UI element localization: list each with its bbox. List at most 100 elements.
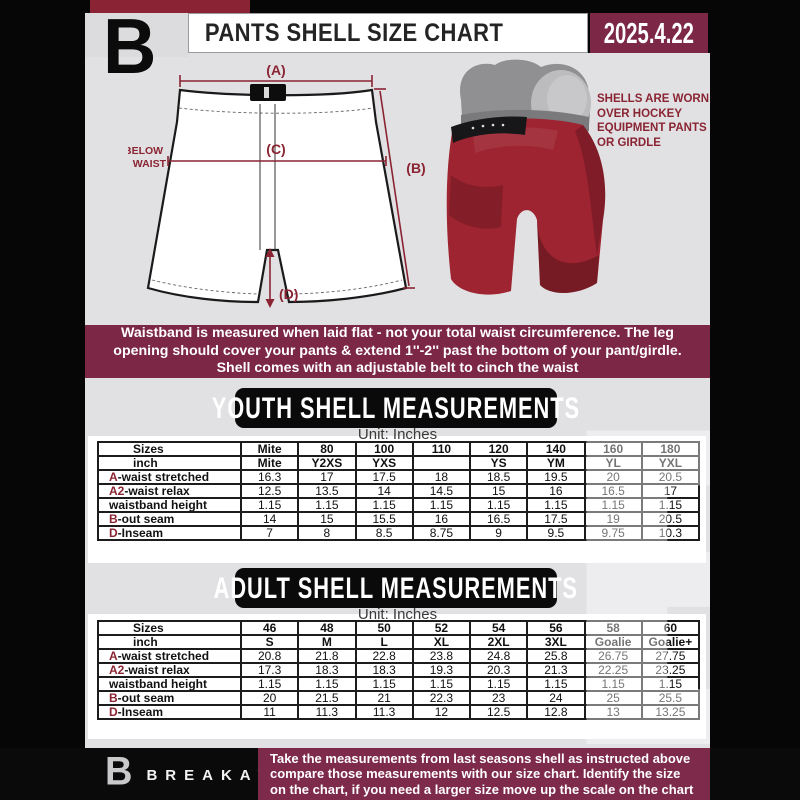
header-cell: 46 (239, 620, 300, 636)
value-cell: 1.15 (354, 676, 414, 692)
footer-brand-icon: B (105, 749, 133, 795)
value-cell: 20 (239, 690, 300, 706)
header-cell: 2XL (468, 634, 529, 650)
value-cell: 25.8 (526, 648, 586, 664)
value-cell: 1.15 (468, 497, 529, 513)
table-row: B-out seam 20 21.5 21 22.3 23 24 25 25.5 (97, 690, 701, 706)
header-cell: YM (526, 455, 586, 471)
table-row: A2-waist relax 17.3 18.3 18.3 19.3 20.3 21.3 22… (97, 662, 701, 678)
logo-box (85, 13, 188, 57)
value-cell: 17 (640, 483, 701, 499)
value-cell: 17 (297, 469, 357, 485)
header-cell: L (354, 634, 414, 650)
value-cell: 11.3 (297, 704, 357, 720)
page-title: PANTS SHELL SIZE CHART (204, 18, 504, 47)
date-text: 2025.4.22 (603, 15, 695, 49)
header-cell: XL (411, 634, 472, 650)
text-line: Shell comes with an adjustable belt to c… (216, 360, 579, 377)
date-badge: 2025.4.22 (590, 13, 708, 53)
value-cell: 17.3 (239, 662, 300, 678)
value-cell: 22.8 (354, 648, 414, 664)
value-cell: 1.15 (411, 497, 472, 513)
value-cell: 18.5 (468, 469, 529, 485)
row-label: A2-waist relax (97, 483, 242, 499)
value-cell: 14 (354, 483, 414, 499)
value-cell: 8.75 (411, 525, 472, 541)
row-label: A2-waist relax (97, 662, 242, 678)
row-label: A-waist stretched (97, 469, 242, 485)
value-cell: 13 (583, 704, 643, 720)
value-cell: 15.5 (354, 511, 414, 527)
value-cell: 9.75 (583, 525, 643, 541)
header-cell: 52 (411, 620, 472, 636)
header-cell: 100 (354, 441, 414, 457)
text-line: opening should cover your pants & extend… (113, 342, 682, 359)
table-row: D-Inseam 11 11.3 11.3 12 12.5 12.8 13 13.25 (97, 704, 701, 720)
header-cell (411, 455, 472, 471)
value-cell: 8 (297, 525, 357, 541)
measure-letter: D (109, 705, 118, 719)
value-cell: 17.5 (354, 469, 414, 485)
youth-unit-label: Unit: Inches (357, 426, 438, 443)
measurement-b-label: (B) (406, 160, 425, 176)
row-label: waistband height (97, 497, 242, 513)
header-cell: M (297, 634, 357, 650)
shorts-outline (146, 88, 408, 304)
measurement-d-label: (D) (279, 286, 298, 302)
value-cell: 21.5 (297, 690, 357, 706)
sizes-header-row: Sizes Mite 80 100 110 120 140 160 180 (97, 441, 701, 457)
header-cell: 56 (526, 620, 586, 636)
adult-size-table: Sizes 46 48 50 52 54 56 58 60 inch S M L XL 2XL 3XL Goal… (97, 620, 701, 720)
value-cell: 19.3 (411, 662, 472, 678)
header-cell: 54 (468, 620, 529, 636)
value-cell: 23 (468, 690, 529, 706)
value-cell: 24 (526, 690, 586, 706)
sizes-header-row: Sizes 46 48 50 52 54 56 58 60 (97, 620, 701, 636)
value-cell: 16.5 (583, 483, 643, 499)
header-cell: 48 (297, 620, 357, 636)
value-cell: 12 (411, 704, 472, 720)
shorts-measurement-diagram: (A) (B) (C) (D) 7'' BELOW WAIST (128, 62, 426, 308)
value-cell: 1.15 (640, 676, 701, 692)
header-cell: Y2XS (297, 455, 357, 471)
youth-banner-title: YOUTH SHELL MEASUREMENTS (211, 390, 581, 424)
value-cell: 21 (354, 690, 414, 706)
below-waist-note: 7'' BELOW WAIST (128, 145, 167, 170)
value-cell: 9.5 (526, 525, 586, 541)
table-row: A2-waist relax 12.5 13.5 14 14.5 15 16 16.5 17 (97, 483, 701, 499)
value-cell: 1.15 (468, 676, 529, 692)
value-cell: 1.15 (583, 676, 643, 692)
value-cell: 22.25 (583, 662, 643, 678)
value-cell: 1.15 (354, 497, 414, 513)
header-cell: YXL (640, 455, 701, 471)
inch-subheader-row: inch S M L XL 2XL 3XL Goalie Goalie+ (97, 634, 701, 650)
value-cell: 1.15 (526, 676, 586, 692)
measure-letter: D (109, 526, 118, 540)
value-cell: 1.15 (640, 497, 701, 513)
value-cell: 16.3 (239, 469, 300, 485)
inch-subheader-row: inch Mite Y2XS YXS YS YM YL YXL (97, 455, 701, 471)
value-cell: 7 (239, 525, 300, 541)
header-cell: Mite (239, 455, 300, 471)
measurement-a-label: (A) (266, 62, 285, 78)
value-cell: 20.8 (239, 648, 300, 664)
header-cell: S (239, 634, 300, 650)
youth-section-banner: YOUTH SHELL MEASUREMENTS (212, 388, 579, 428)
value-cell: 11.3 (354, 704, 414, 720)
measure-letter: B (109, 512, 118, 526)
table-row: D-Inseam 7 8 8.5 8.75 9 9.5 9.75 10.3 (97, 525, 701, 541)
header-cell: 110 (411, 441, 472, 457)
row-label: B-out seam (97, 511, 242, 527)
row-label: inch (97, 634, 242, 650)
value-cell: 26.75 (583, 648, 643, 664)
row-label: A-waist stretched (97, 648, 242, 664)
value-cell: 23.25 (640, 662, 701, 678)
value-cell: 27.75 (640, 648, 701, 664)
header-cell: 140 (526, 441, 586, 457)
value-cell: 24.8 (468, 648, 529, 664)
value-cell: 14 (239, 511, 300, 527)
value-cell: 21.3 (526, 662, 586, 678)
shell-waistband (451, 116, 527, 143)
header-cell: YXS (354, 455, 414, 471)
value-cell: 9 (468, 525, 529, 541)
